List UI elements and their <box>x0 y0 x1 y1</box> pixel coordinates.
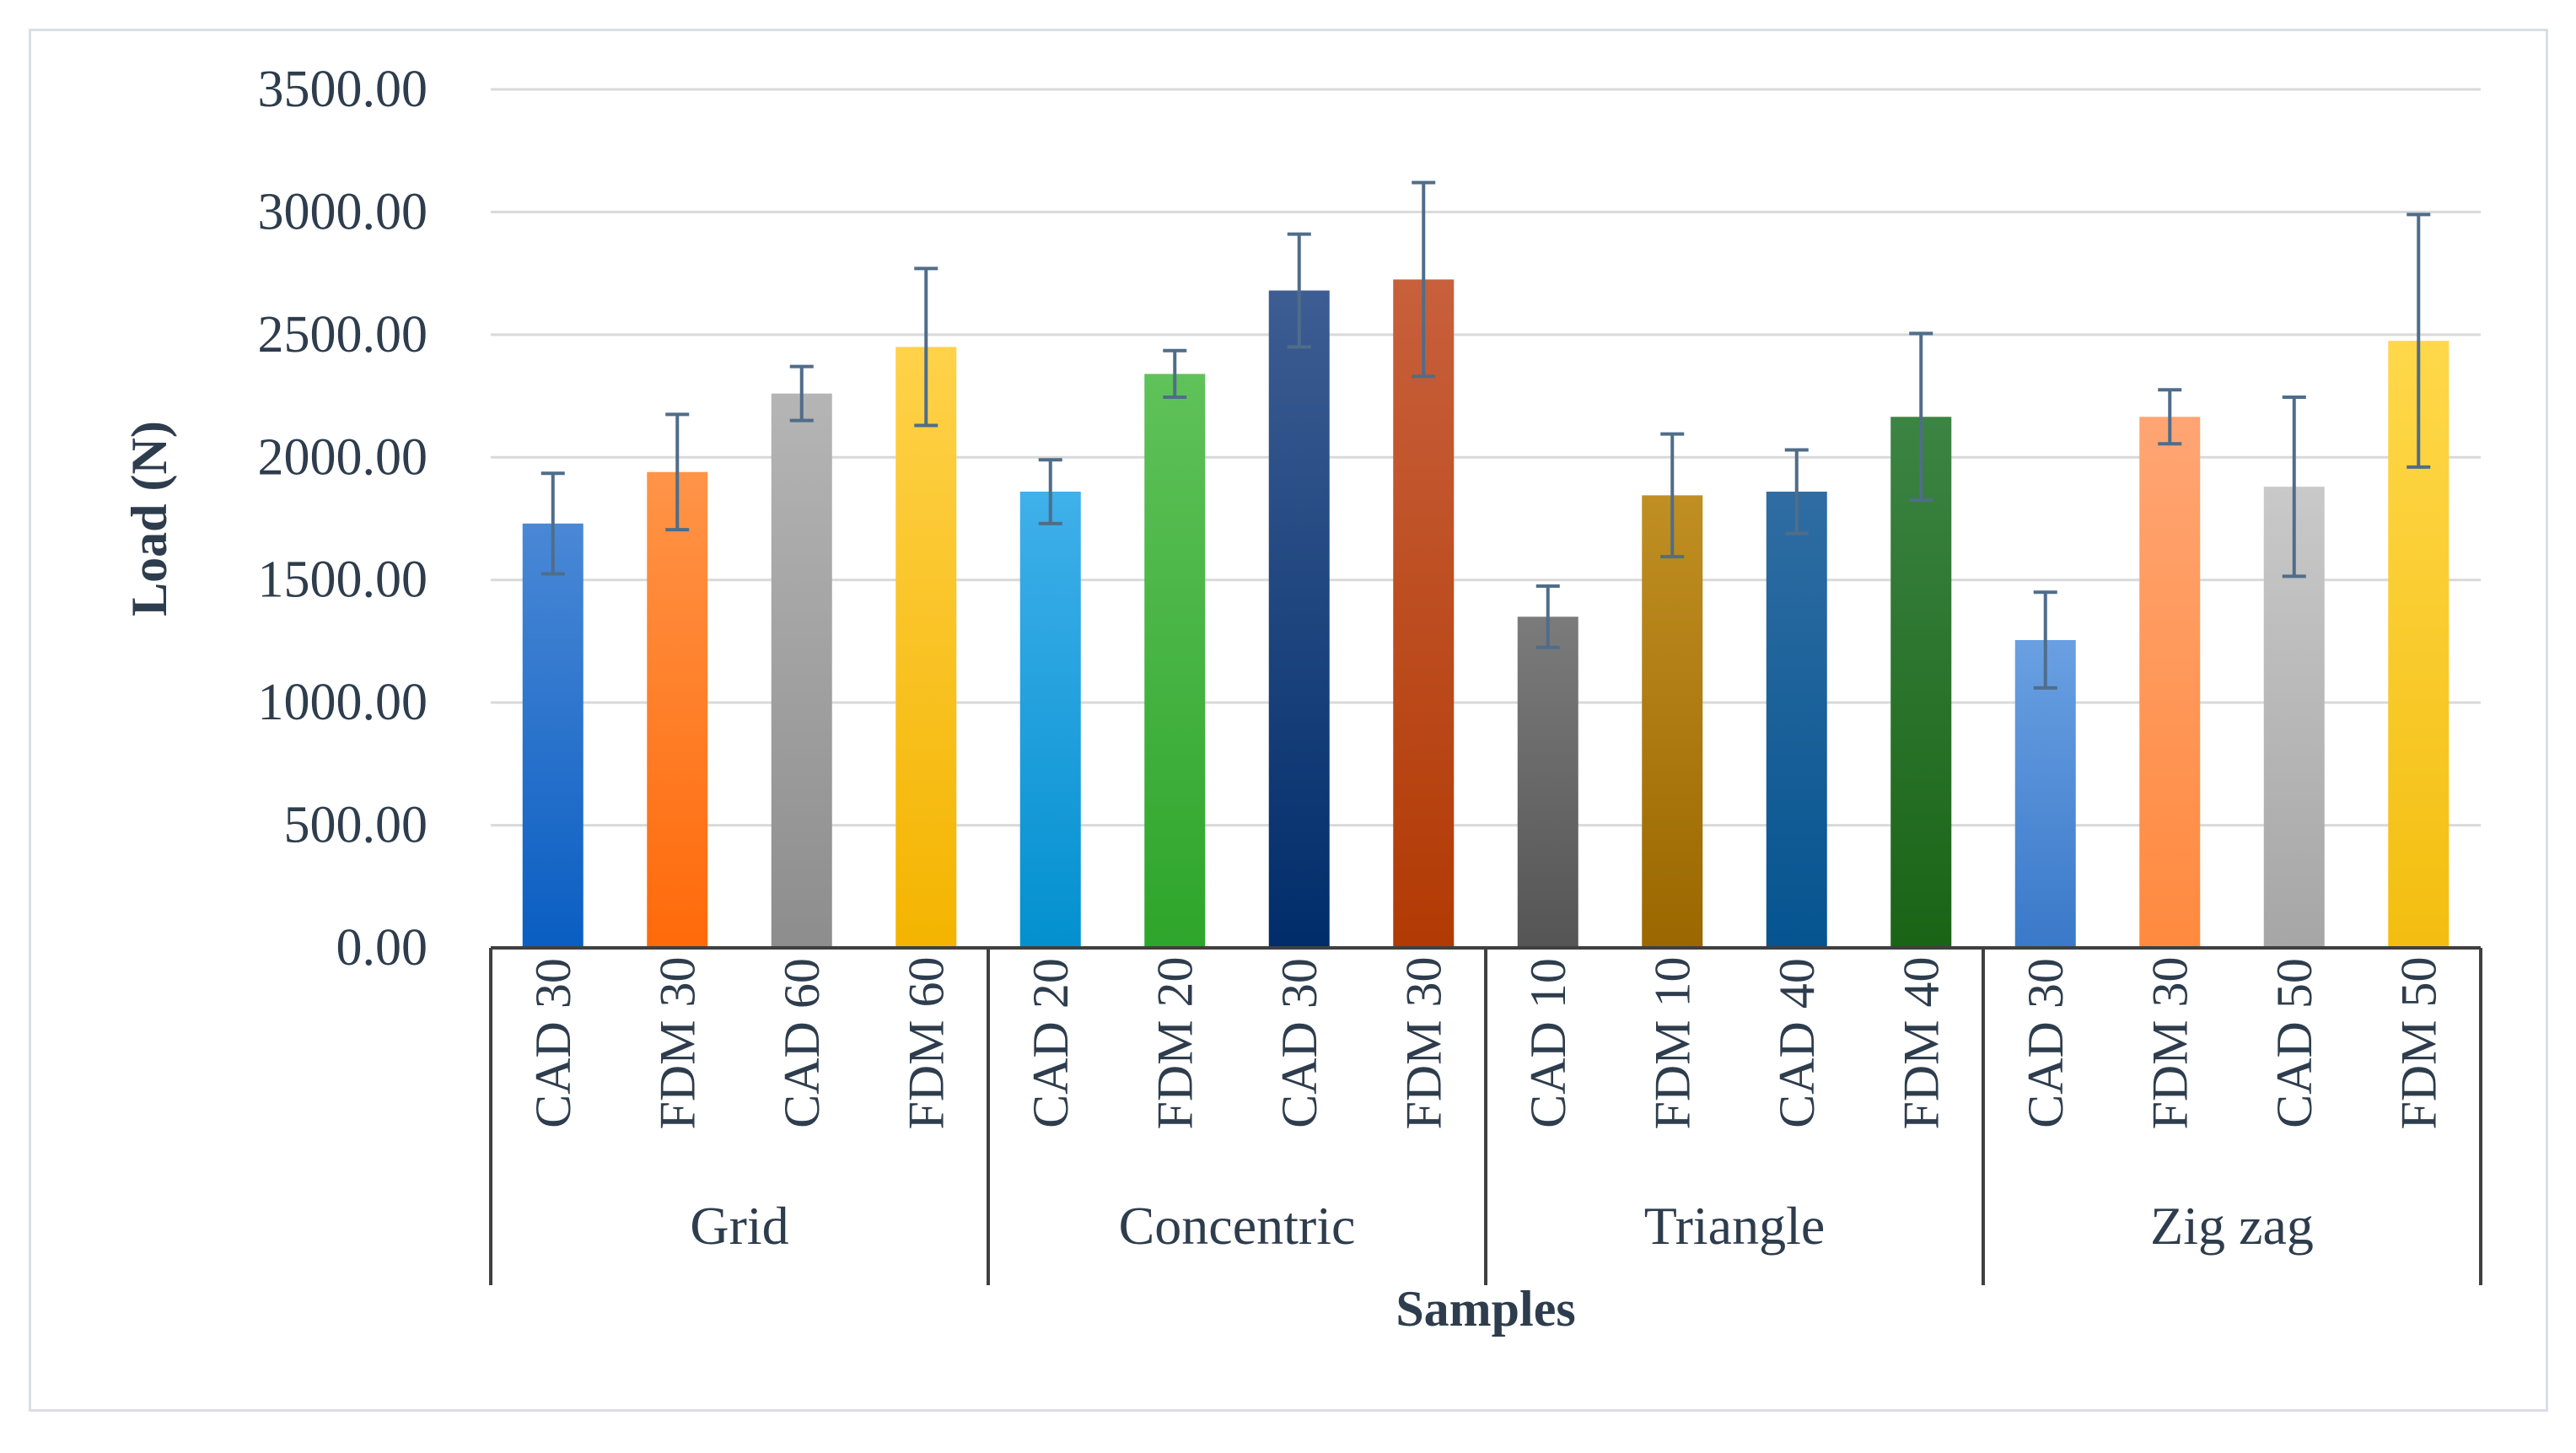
category-label: FDM 50 <box>2390 956 2446 1129</box>
bar <box>522 523 583 948</box>
group-label: Grid <box>690 1196 788 1256</box>
bar <box>1144 374 1206 948</box>
error-bar <box>1038 458 1062 525</box>
category-label: FDM 30 <box>1396 956 1451 1129</box>
category-label: FDM 20 <box>1147 956 1202 1129</box>
category-label: CAD 30 <box>1272 958 1327 1128</box>
error-bar <box>540 471 565 576</box>
bar <box>647 471 708 948</box>
chart-frame: 0.00 500.00 1000.00 1500.00 2000.00 2500.00 30… <box>29 29 2548 1412</box>
error-bar <box>789 364 814 422</box>
error-bar <box>665 412 690 532</box>
bar <box>1268 290 1330 948</box>
category-label: CAD 60 <box>774 958 830 1128</box>
y-tick-label: 1000.00 <box>258 674 428 731</box>
error-bar <box>1784 448 1809 535</box>
category-labels: CAD 30 FDM 30 CAD 60 FDM 60 CAD 20 FDM 20 CAD … <box>525 956 2447 1129</box>
group-label: Zig zag <box>2150 1196 2314 1256</box>
y-tick-labels: 0.00 500.00 1000.00 1500.00 2000.00 2500.00 30… <box>258 61 428 977</box>
y-tick-label: 3500.00 <box>258 61 428 118</box>
error-bar <box>2033 590 2057 690</box>
bar <box>1642 495 1703 948</box>
y-tick-label: 2500.00 <box>258 306 428 363</box>
bar <box>895 347 957 948</box>
y-tick-label: 500.00 <box>284 797 428 854</box>
bar <box>1393 279 1455 948</box>
category-label: FDM 10 <box>1644 956 1700 1129</box>
bar <box>1890 417 1952 948</box>
error-bar <box>1163 348 1187 400</box>
category-label: FDM 40 <box>1893 956 1949 1129</box>
category-label: FDM 60 <box>898 956 954 1129</box>
bar <box>771 393 832 949</box>
bars <box>522 279 2450 949</box>
x-axis-table <box>489 946 2482 1285</box>
bar <box>1019 492 1081 948</box>
bar <box>2014 639 2076 948</box>
y-tick-label: 3000.00 <box>258 183 428 240</box>
error-bar <box>1412 180 1436 379</box>
error-bar <box>1287 232 1311 349</box>
group-label: Concentric <box>1119 1196 1356 1256</box>
category-label: CAD 30 <box>525 958 581 1128</box>
category-label: CAD 30 <box>2018 958 2073 1128</box>
category-label: FDM 30 <box>649 956 705 1129</box>
error-bar <box>2282 396 2306 579</box>
category-label: CAD 50 <box>2267 958 2322 1128</box>
bar <box>1517 616 1578 948</box>
x-axis-title: Samples <box>1396 1281 1575 1337</box>
y-tick-label: 2000.00 <box>258 428 428 486</box>
error-bar <box>2158 388 2182 446</box>
error-bar <box>2407 213 2431 469</box>
category-label: FDM 30 <box>2142 956 2197 1129</box>
bar <box>1766 492 1827 948</box>
y-tick-label: 0.00 <box>336 919 428 977</box>
category-label: CAD 10 <box>1520 958 1576 1128</box>
error-bar <box>914 266 938 428</box>
error-bar <box>1535 584 1560 649</box>
bar-chart: 0.00 500.00 1000.00 1500.00 2000.00 2500.00 30… <box>121 61 2482 1337</box>
group-label: Triangle <box>1644 1196 1826 1256</box>
error-bar <box>1660 432 1685 559</box>
category-label: CAD 40 <box>1769 958 1825 1128</box>
error-bar <box>1909 331 1933 503</box>
group-labels: Grid Concentric Triangle Zig zag <box>690 1196 2314 1256</box>
y-axis-title: Load (N) <box>121 421 177 616</box>
bar <box>2139 417 2201 948</box>
error-bars <box>540 180 2431 690</box>
y-tick-label: 1500.00 <box>258 552 428 609</box>
category-label: CAD 20 <box>1023 958 1078 1128</box>
